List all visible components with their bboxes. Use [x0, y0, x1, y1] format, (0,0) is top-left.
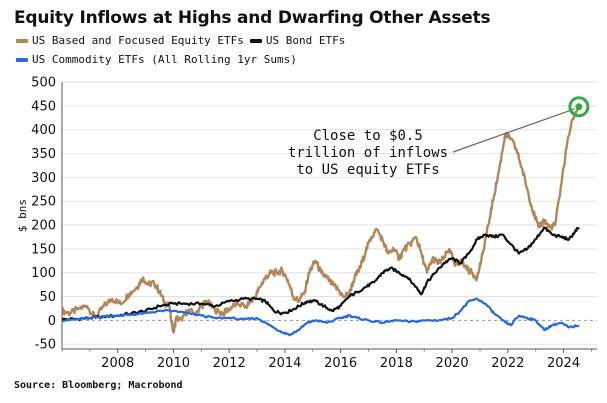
y-axis-label: $ bns — [16, 199, 29, 232]
x-tick-label-2010: 2010 — [157, 356, 190, 371]
x-tick-label-2020: 2020 — [436, 356, 469, 371]
x-tick-label-2014: 2014 — [268, 356, 301, 371]
y-tick-label-300: 300 — [31, 171, 56, 186]
legend-row-2: US Commodity ETFs (All Rolling 1yr Sums) — [16, 53, 303, 66]
y-tick-label-150: 150 — [31, 242, 56, 257]
source-note: Source: Bloomberg; Macrobond — [14, 380, 183, 391]
x-tick-label-2024: 2024 — [547, 356, 580, 371]
series-commodity-line — [61, 297, 580, 337]
legend-label-equity: US Based and Focused Equity ETFs — [32, 34, 244, 47]
legend-item-bond: US Bond ETFs — [249, 34, 346, 47]
y-tick-label-400: 400 — [31, 123, 56, 138]
chart-title: Equity Inflows at Highs and Dwarfing Oth… — [14, 8, 491, 28]
legend-swatch-commodity — [16, 57, 28, 62]
annotation-pointer-line — [452, 108, 576, 153]
annotation-line-1: Close to $0.5 — [313, 128, 423, 144]
series-bond-line — [61, 226, 580, 322]
highlight-dot — [575, 103, 583, 111]
y-tick-label-200: 200 — [31, 219, 56, 234]
legend-label-commodity: US Commodity ETFs (All Rolling 1yr Sums) — [32, 53, 297, 66]
annotation-line-2: trillion of inflows — [288, 145, 448, 161]
y-tick-label-50: 50 — [39, 290, 56, 305]
x-tick-label-2012: 2012 — [213, 356, 246, 371]
y-tick-label-100: 100 — [31, 266, 56, 281]
legend-swatch-equity — [16, 38, 28, 43]
y-tick-label-0: 0 — [48, 314, 56, 329]
legend-swatch-bond — [249, 38, 262, 43]
y-tick-label-450: 450 — [31, 99, 56, 114]
x-tick-label-2022: 2022 — [491, 356, 524, 371]
legend-item-equity: US Based and Focused Equity ETFs — [16, 34, 244, 47]
y-tick-label-500: 500 — [31, 76, 56, 91]
legend-label-bond: US Bond ETFs — [265, 34, 346, 47]
legend-item-commodity: US Commodity ETFs (All Rolling 1yr Sums) — [16, 53, 297, 66]
y-tick-label--50: -50 — [35, 338, 56, 353]
y-tick-label-250: 250 — [31, 195, 56, 210]
legend-row-1: US Based and Focused Equity ETFs US Bond… — [16, 34, 351, 47]
y-tick-label-350: 350 — [31, 147, 56, 162]
x-tick-label-2018: 2018 — [380, 356, 413, 371]
x-tick-label-2008: 2008 — [101, 356, 134, 371]
annotation-line-3: to US equity ETFs — [296, 162, 439, 178]
x-tick-label-2016: 2016 — [324, 356, 357, 371]
highlight-circle — [568, 96, 590, 118]
